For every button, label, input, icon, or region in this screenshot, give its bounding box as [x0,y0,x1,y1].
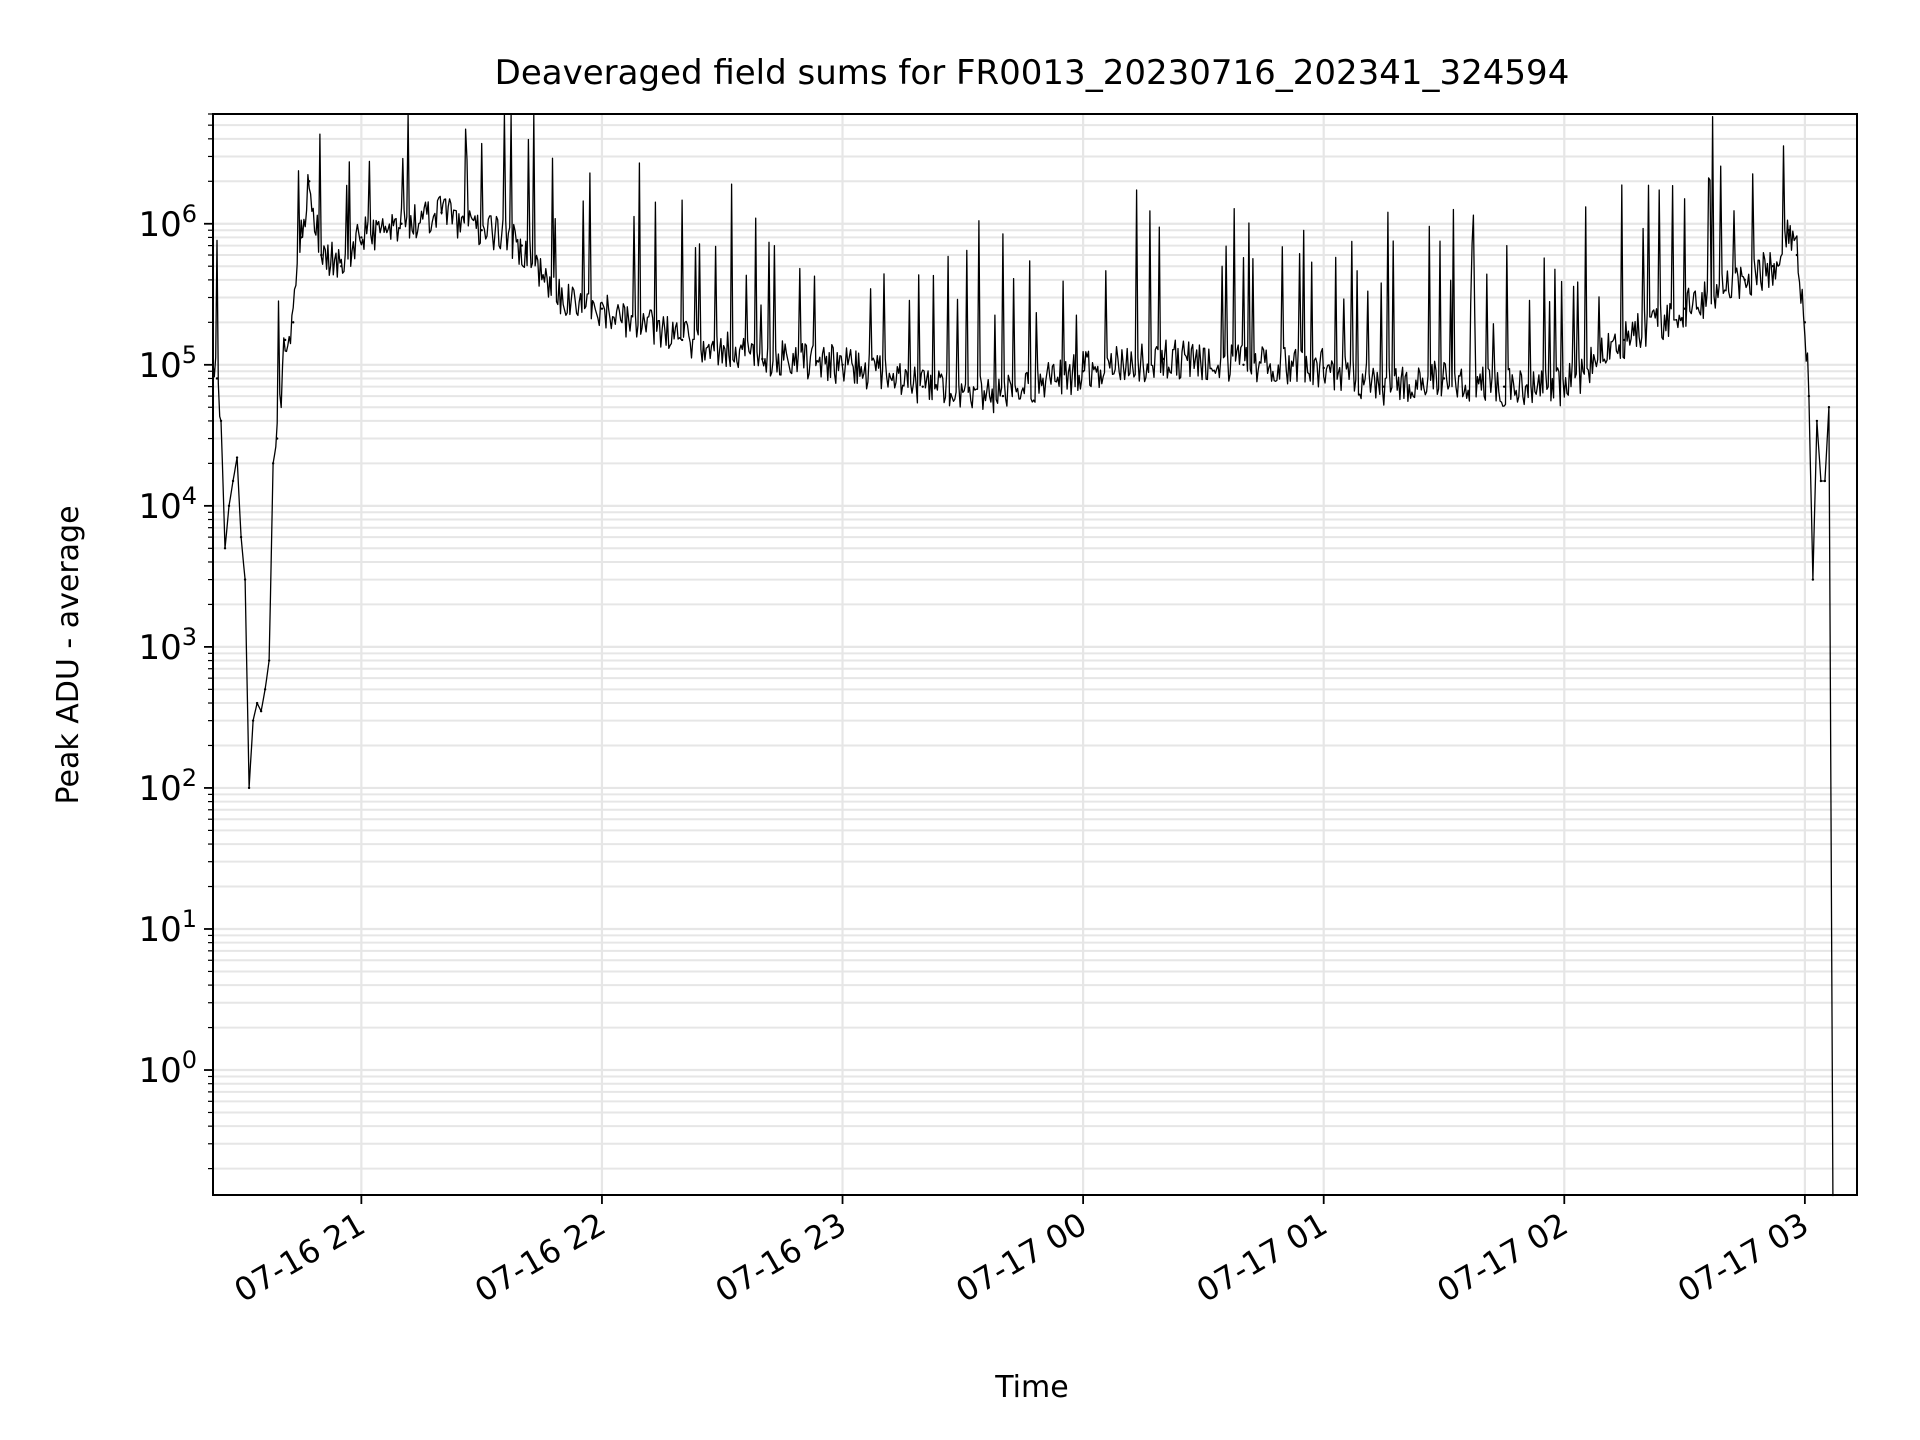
grid [213,113,1857,1195]
data-point [1001,394,1005,398]
data-point [275,437,279,440]
data-point [1771,265,1774,268]
data-point [1815,419,1819,423]
plot-frame [212,113,1858,1196]
data-point [1819,479,1823,483]
data-point [247,786,251,790]
data-point [263,688,267,691]
data-point [1803,321,1807,324]
data-point [600,307,604,310]
data-point [308,180,311,183]
data-point [219,419,223,423]
data-point [440,211,443,214]
data-point [243,578,247,581]
data-point [560,296,564,299]
data-point [235,456,239,459]
series-layer [211,113,1835,1197]
data-point [320,253,323,257]
data-point [1743,278,1746,282]
data-point [340,265,343,268]
chart-title: Deaveraged field sums for FR0013_2023071… [495,53,1570,93]
data-point [271,462,275,465]
data-point [1382,385,1386,388]
data-point [1811,578,1815,581]
data-point [400,222,403,225]
data-point [259,709,263,713]
data-point [1162,357,1165,361]
data-point [1502,385,1506,388]
data-point [1795,253,1799,257]
data-point [921,385,924,388]
data-point [255,701,259,705]
y-tick-label: 102 [138,764,197,809]
data-point [680,338,684,342]
y-tick-label: 100 [138,1046,197,1091]
data-point [1807,394,1811,398]
data-point [300,236,303,239]
data-point [520,244,523,247]
data-point [1322,366,1325,370]
data-point [360,236,363,239]
data-point [283,338,287,342]
y-tick-label: 103 [138,623,197,668]
data-point [1442,377,1446,380]
data-point [761,357,764,361]
data-point [1827,406,1831,409]
y-tick-label: 106 [138,200,197,245]
data-point [227,504,231,508]
data-point [215,377,219,380]
data-point [251,719,255,722]
data-point [1623,338,1626,342]
data-point [291,321,295,324]
series-line [212,113,1834,1196]
data-point [1683,307,1686,310]
y-tick-label: 105 [138,341,197,386]
data-point [1242,363,1245,366]
data-point [841,363,844,366]
data-point [231,479,235,483]
data-point [1081,370,1085,373]
data-point [1787,229,1791,232]
data-point [223,547,227,550]
data-point [1823,479,1827,483]
data-point [239,535,243,539]
x-axis-label: Time [994,1370,1068,1405]
y-tick-label: 101 [138,905,197,950]
y-axis-label: Peak ADU - average [51,505,86,804]
data-point [480,229,483,232]
y-tick-label: 104 [138,482,197,527]
data-point [1563,385,1566,388]
data-point [267,659,271,662]
